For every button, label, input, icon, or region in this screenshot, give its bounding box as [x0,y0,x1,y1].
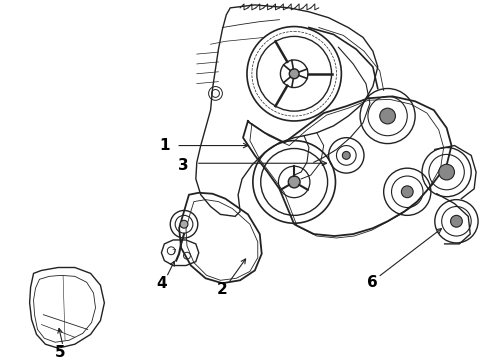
Circle shape [289,69,299,79]
Circle shape [401,186,413,198]
Circle shape [439,164,454,180]
Circle shape [450,215,463,227]
Circle shape [180,220,188,228]
Text: 1: 1 [159,138,170,153]
Text: 3: 3 [178,158,188,173]
Text: 7: 7 [171,249,175,255]
Circle shape [288,176,300,188]
Text: 6: 6 [368,275,378,290]
Circle shape [380,108,395,124]
Text: 4: 4 [156,276,167,291]
Text: 5: 5 [55,345,66,360]
Text: 2: 2 [217,282,228,297]
Circle shape [343,152,350,159]
